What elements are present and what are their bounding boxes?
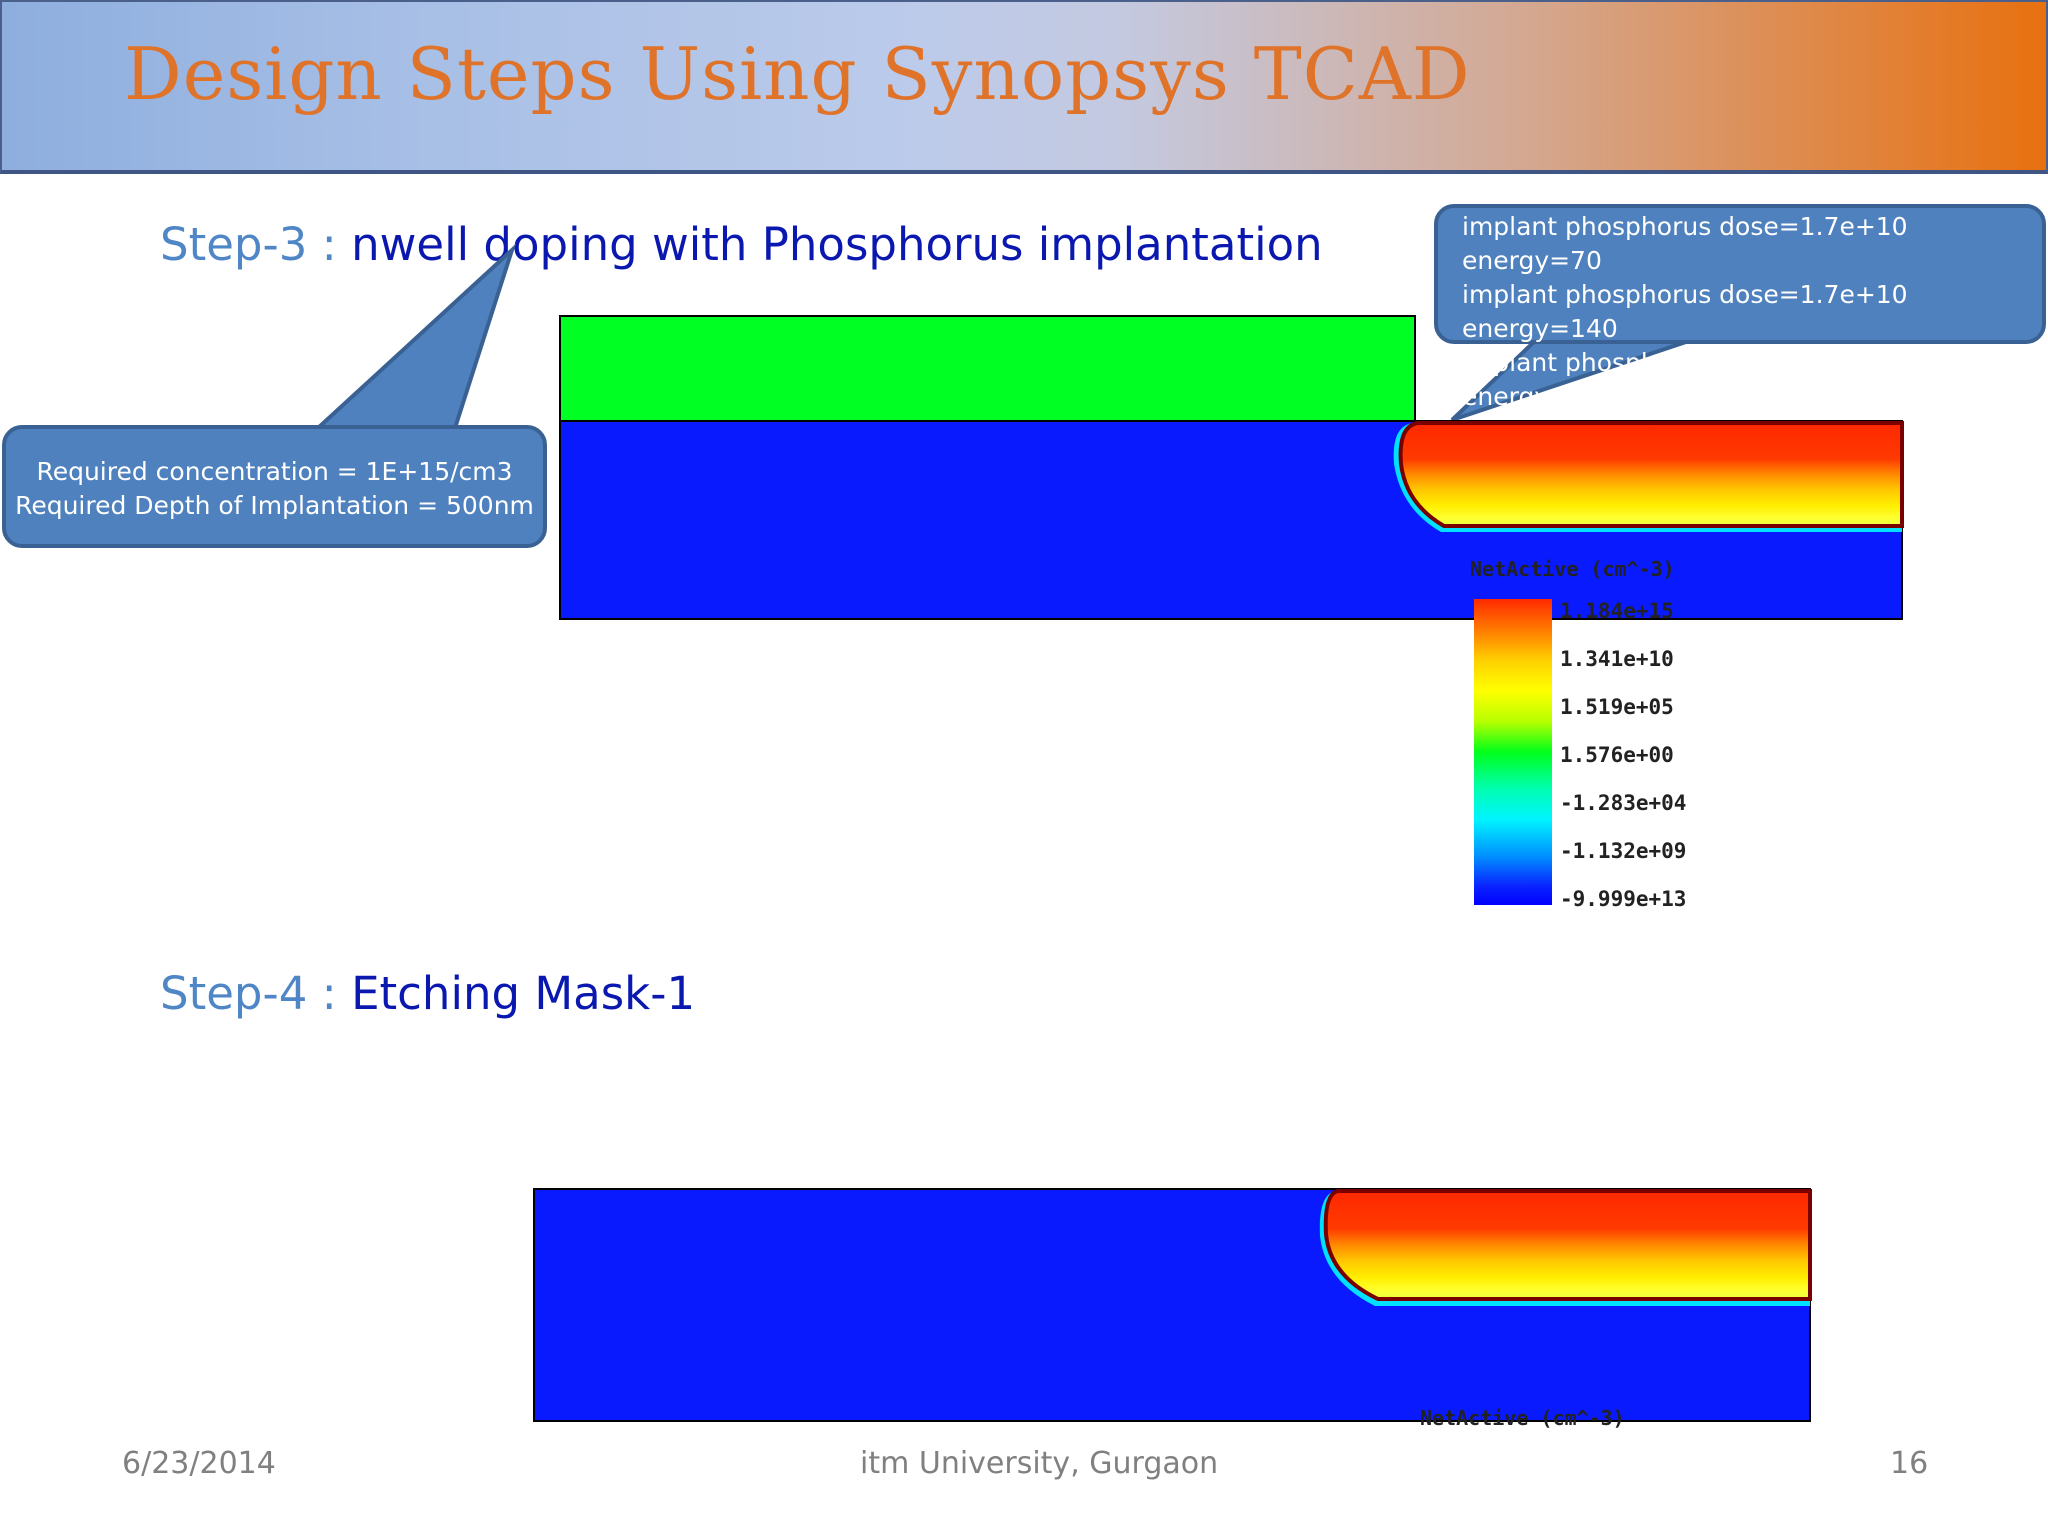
footer-date: 6/23/2014 [122, 1446, 276, 1481]
legend-tick: -1.283e+04 [1560, 791, 1687, 815]
legend-title: NetActive (cm^-3) [1470, 557, 1675, 581]
legend-tick: 1.519e+05 [1560, 695, 1674, 719]
legend-tick: 1.576e+00 [1560, 743, 1674, 767]
legend-tick: 1.184e+15 [1560, 599, 1674, 623]
nwell-region [1323, 1189, 1812, 1301]
colorbar [1474, 599, 1552, 905]
callout-requirements: Required concentration = 1E+15/cm3 Requi… [2, 425, 547, 548]
step3-text: nwell doping with Phosphorus implantatio… [351, 218, 1323, 271]
legend-tick: -1.132e+09 [1560, 839, 1687, 863]
step4-etch-plot [533, 1188, 1812, 1422]
footer-page-number: 16 [1890, 1446, 1929, 1481]
legend2-title: NetActive (cm^-3) [1420, 1406, 1625, 1430]
slide-title: Design Steps Using Synopsys TCAD [124, 32, 1471, 116]
mask-layer [559, 315, 1416, 422]
implant-command: implant phosphorus dose=1.7e+10 energy=1… [1462, 280, 1908, 343]
callout-line-depth: Required Depth of Implantation = 500nm [15, 491, 534, 520]
step3-heading: Step-3 : nwell doping with Phosphorus im… [160, 218, 1323, 271]
title-banner: Design Steps Using Synopsys TCAD [0, 0, 2048, 174]
callout-implant-commands: implant phosphorus dose=1.7e+10 energy=7… [1434, 204, 2046, 411]
step4-heading: Step-4 : Etching Mask-1 [160, 967, 695, 1020]
footer-institution: itm University, Gurgaon [860, 1446, 1219, 1481]
step4-label: Step-4 : [160, 967, 337, 1020]
callout-left-tail [312, 243, 517, 430]
step4-text: Etching Mask-1 [351, 967, 696, 1020]
implant-command: implant phosphorus dose=1.7e+10 energy=7… [1462, 212, 1908, 275]
callout-line-concentration: Required concentration = 1E+15/cm3 [36, 457, 513, 486]
step3-doping-plot [559, 315, 1904, 620]
legend-tick: -9.999e+13 [1560, 887, 1687, 911]
legend-tick: 1.341e+10 [1560, 647, 1674, 671]
implant-command: implant phosphorus dose=1.7e+10 energy=2… [1462, 348, 1908, 411]
nwell-region [1398, 421, 1904, 528]
step3-label: Step-3 : [160, 218, 337, 271]
